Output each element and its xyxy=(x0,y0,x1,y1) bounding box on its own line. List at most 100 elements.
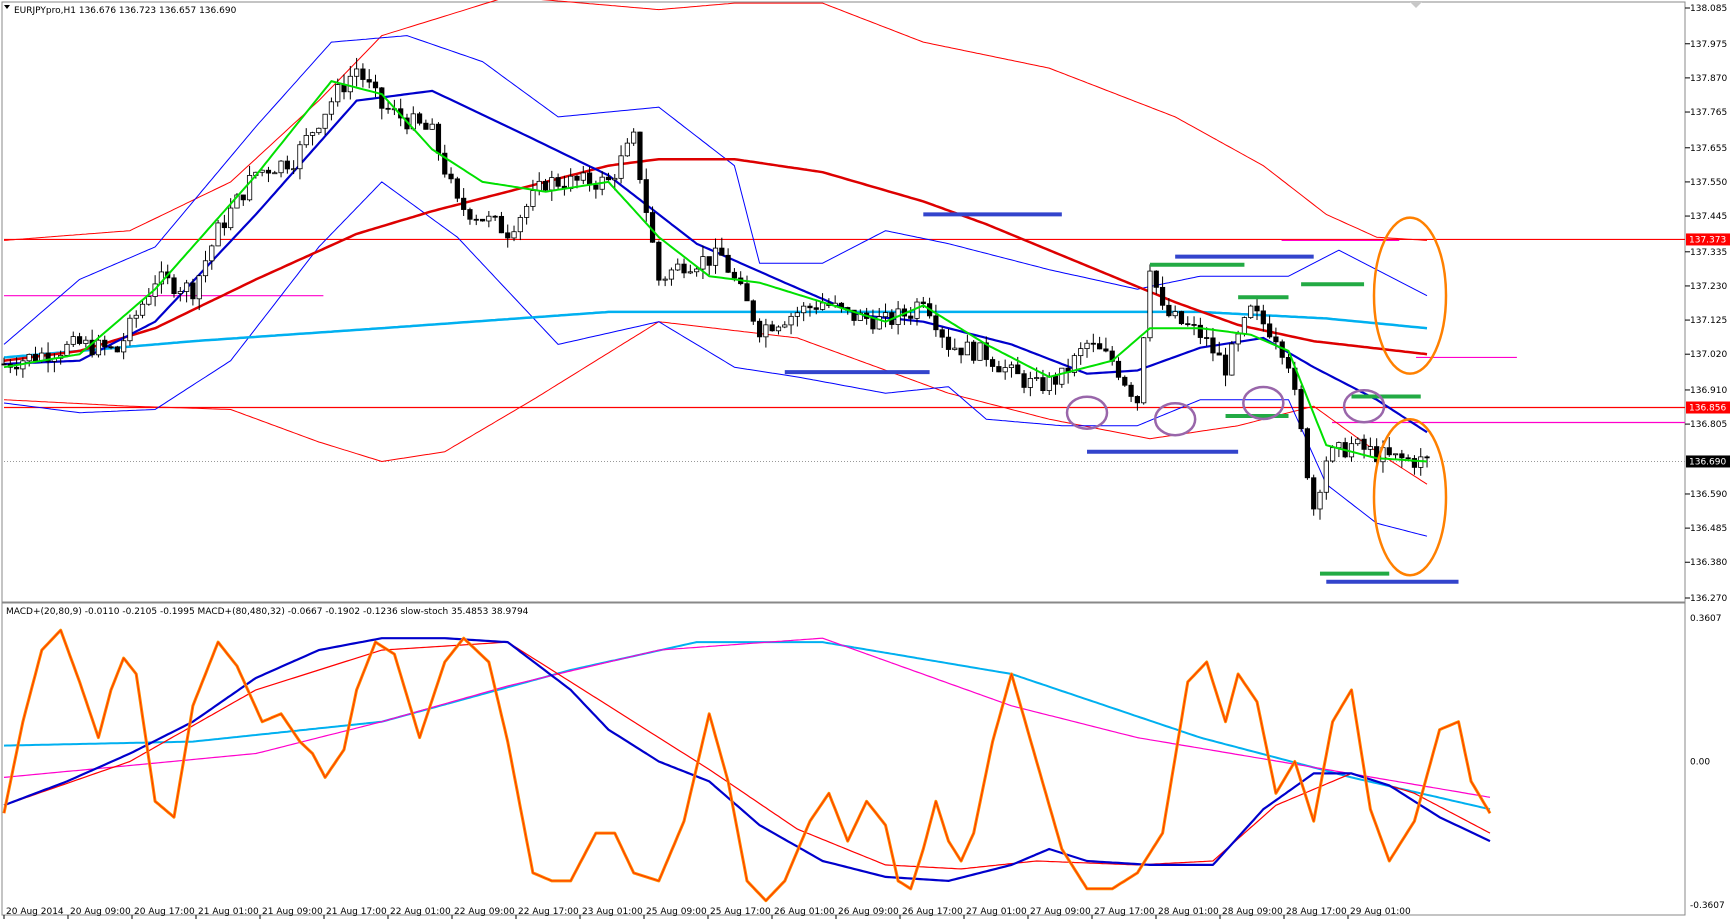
indicator-lines xyxy=(2,628,1492,903)
candle-bear xyxy=(1134,396,1140,404)
candle-bull xyxy=(876,316,882,330)
candle-bear xyxy=(971,341,977,361)
candle-bear xyxy=(1021,373,1027,388)
candle-bull xyxy=(64,343,70,356)
candle-bull xyxy=(291,168,297,171)
time-tick-label: 28 Aug 01:00 xyxy=(1158,907,1219,917)
price-tick-label: 137.020 xyxy=(1690,350,1727,360)
candle-bear xyxy=(605,176,612,181)
candle-bull xyxy=(612,177,618,181)
candle-bull xyxy=(297,144,303,170)
candle-bull xyxy=(335,84,341,103)
highlight-circle xyxy=(1153,401,1197,437)
candle-bull xyxy=(139,303,146,316)
candle-bear xyxy=(1399,453,1405,459)
candle-bull xyxy=(1034,377,1040,379)
symbol-header: EURJPYpro,H1 136.676 136.723 136.657 136… xyxy=(14,6,237,16)
candle-bear xyxy=(725,254,731,273)
candle-bear xyxy=(1197,324,1203,338)
candle-bull xyxy=(580,172,586,181)
candle-bear xyxy=(13,366,20,370)
macd-slow-signal-line xyxy=(3,637,1491,798)
candle-bull xyxy=(801,305,807,314)
candle-bear xyxy=(939,329,945,338)
bollinger-upper-blue xyxy=(3,35,1428,345)
candle-bull xyxy=(322,113,328,129)
candle-bear xyxy=(807,305,813,309)
candle-bull xyxy=(694,268,700,273)
candle-bear xyxy=(1159,286,1166,306)
macd-fast-line xyxy=(3,637,1491,882)
candle-bear xyxy=(731,271,738,279)
candle-bear xyxy=(920,301,926,305)
highlight-circle xyxy=(1065,395,1109,430)
candle-bear xyxy=(1185,323,1191,326)
candle-bull xyxy=(1235,333,1241,345)
candle-bull xyxy=(788,315,794,326)
candle-bull xyxy=(26,353,32,362)
candle-bear xyxy=(719,247,725,256)
candle-bear xyxy=(1210,337,1216,354)
candle-bear xyxy=(1273,336,1279,343)
candle-bear xyxy=(813,307,819,310)
candle-bear xyxy=(1,363,7,366)
candle-bull xyxy=(303,135,309,146)
price-tick-label: 137.550 xyxy=(1690,178,1727,188)
price-tick-label: 136.380 xyxy=(1690,558,1727,568)
price-badge-label: 136.856 xyxy=(1689,404,1726,414)
candle-bear xyxy=(1386,447,1392,456)
candle-bear xyxy=(32,353,39,362)
candle-bull xyxy=(278,160,284,174)
indicator-tick-label: -0.3607 xyxy=(1690,901,1725,911)
candle-bear xyxy=(996,366,1002,373)
candle-bear xyxy=(1166,304,1172,317)
time-tick-label: 29 Aug 01:00 xyxy=(1350,907,1411,917)
indicator-pane[interactable] xyxy=(1,602,1686,916)
price-tick-label: 137.765 xyxy=(1690,108,1727,118)
time-tick-label: 20 Aug 09:00 xyxy=(70,907,131,917)
candle-bear xyxy=(933,315,939,331)
price-badge-label: 137.373 xyxy=(1689,235,1726,245)
bollinger-upper-red xyxy=(3,0,1428,241)
candle-bear xyxy=(1304,428,1310,479)
candle-bear xyxy=(1254,305,1260,312)
candle-bear xyxy=(265,169,272,174)
candle-bull xyxy=(964,341,970,356)
candle-bear xyxy=(945,336,952,350)
candle-bull xyxy=(700,256,706,270)
candle-bear xyxy=(423,122,429,130)
price-pane[interactable] xyxy=(1,1,1686,603)
candle-bear xyxy=(769,324,775,332)
candle-bull xyxy=(536,180,542,192)
price-tick-label: 137.975 xyxy=(1690,40,1727,50)
time-tick-label: 22 Aug 01:00 xyxy=(390,907,451,917)
candle-bull xyxy=(95,339,102,356)
candle-bear xyxy=(442,152,448,175)
time-tick-label: 27 Aug 17:00 xyxy=(1094,907,1155,917)
price-tick-label: 137.870 xyxy=(1690,74,1727,84)
time-tick-label: 26 Aug 01:00 xyxy=(774,907,835,917)
price-badge xyxy=(1686,401,1730,414)
candle-bull xyxy=(177,291,183,294)
time-tick-label: 28 Aug 09:00 xyxy=(1222,907,1283,917)
slow-stoch-signal-line xyxy=(3,629,1491,902)
candle-bull xyxy=(1355,438,1361,445)
price-tick-label: 137.335 xyxy=(1690,248,1727,258)
candle-bull xyxy=(549,177,555,191)
price-tick-label: 136.270 xyxy=(1690,594,1727,604)
candle-bear xyxy=(681,263,687,274)
price-tick-label: 136.805 xyxy=(1690,420,1727,430)
indicator-pane-border xyxy=(1,602,1686,916)
dropdown-arrow-icon[interactable] xyxy=(4,5,10,9)
candle-bear xyxy=(637,131,643,180)
scroll-marker-icon[interactable] xyxy=(1410,2,1422,8)
candle-bull xyxy=(309,132,316,136)
ema-long-line xyxy=(3,310,1428,359)
candle-bull xyxy=(977,342,983,361)
candle-bull xyxy=(486,215,492,222)
candle-bull xyxy=(819,302,826,310)
axes: 138.085 137.975 137.870 137.765 137.655 137.5… xyxy=(3,4,1730,919)
candle-bear xyxy=(1267,323,1273,338)
price-pane-border xyxy=(1,1,1686,603)
